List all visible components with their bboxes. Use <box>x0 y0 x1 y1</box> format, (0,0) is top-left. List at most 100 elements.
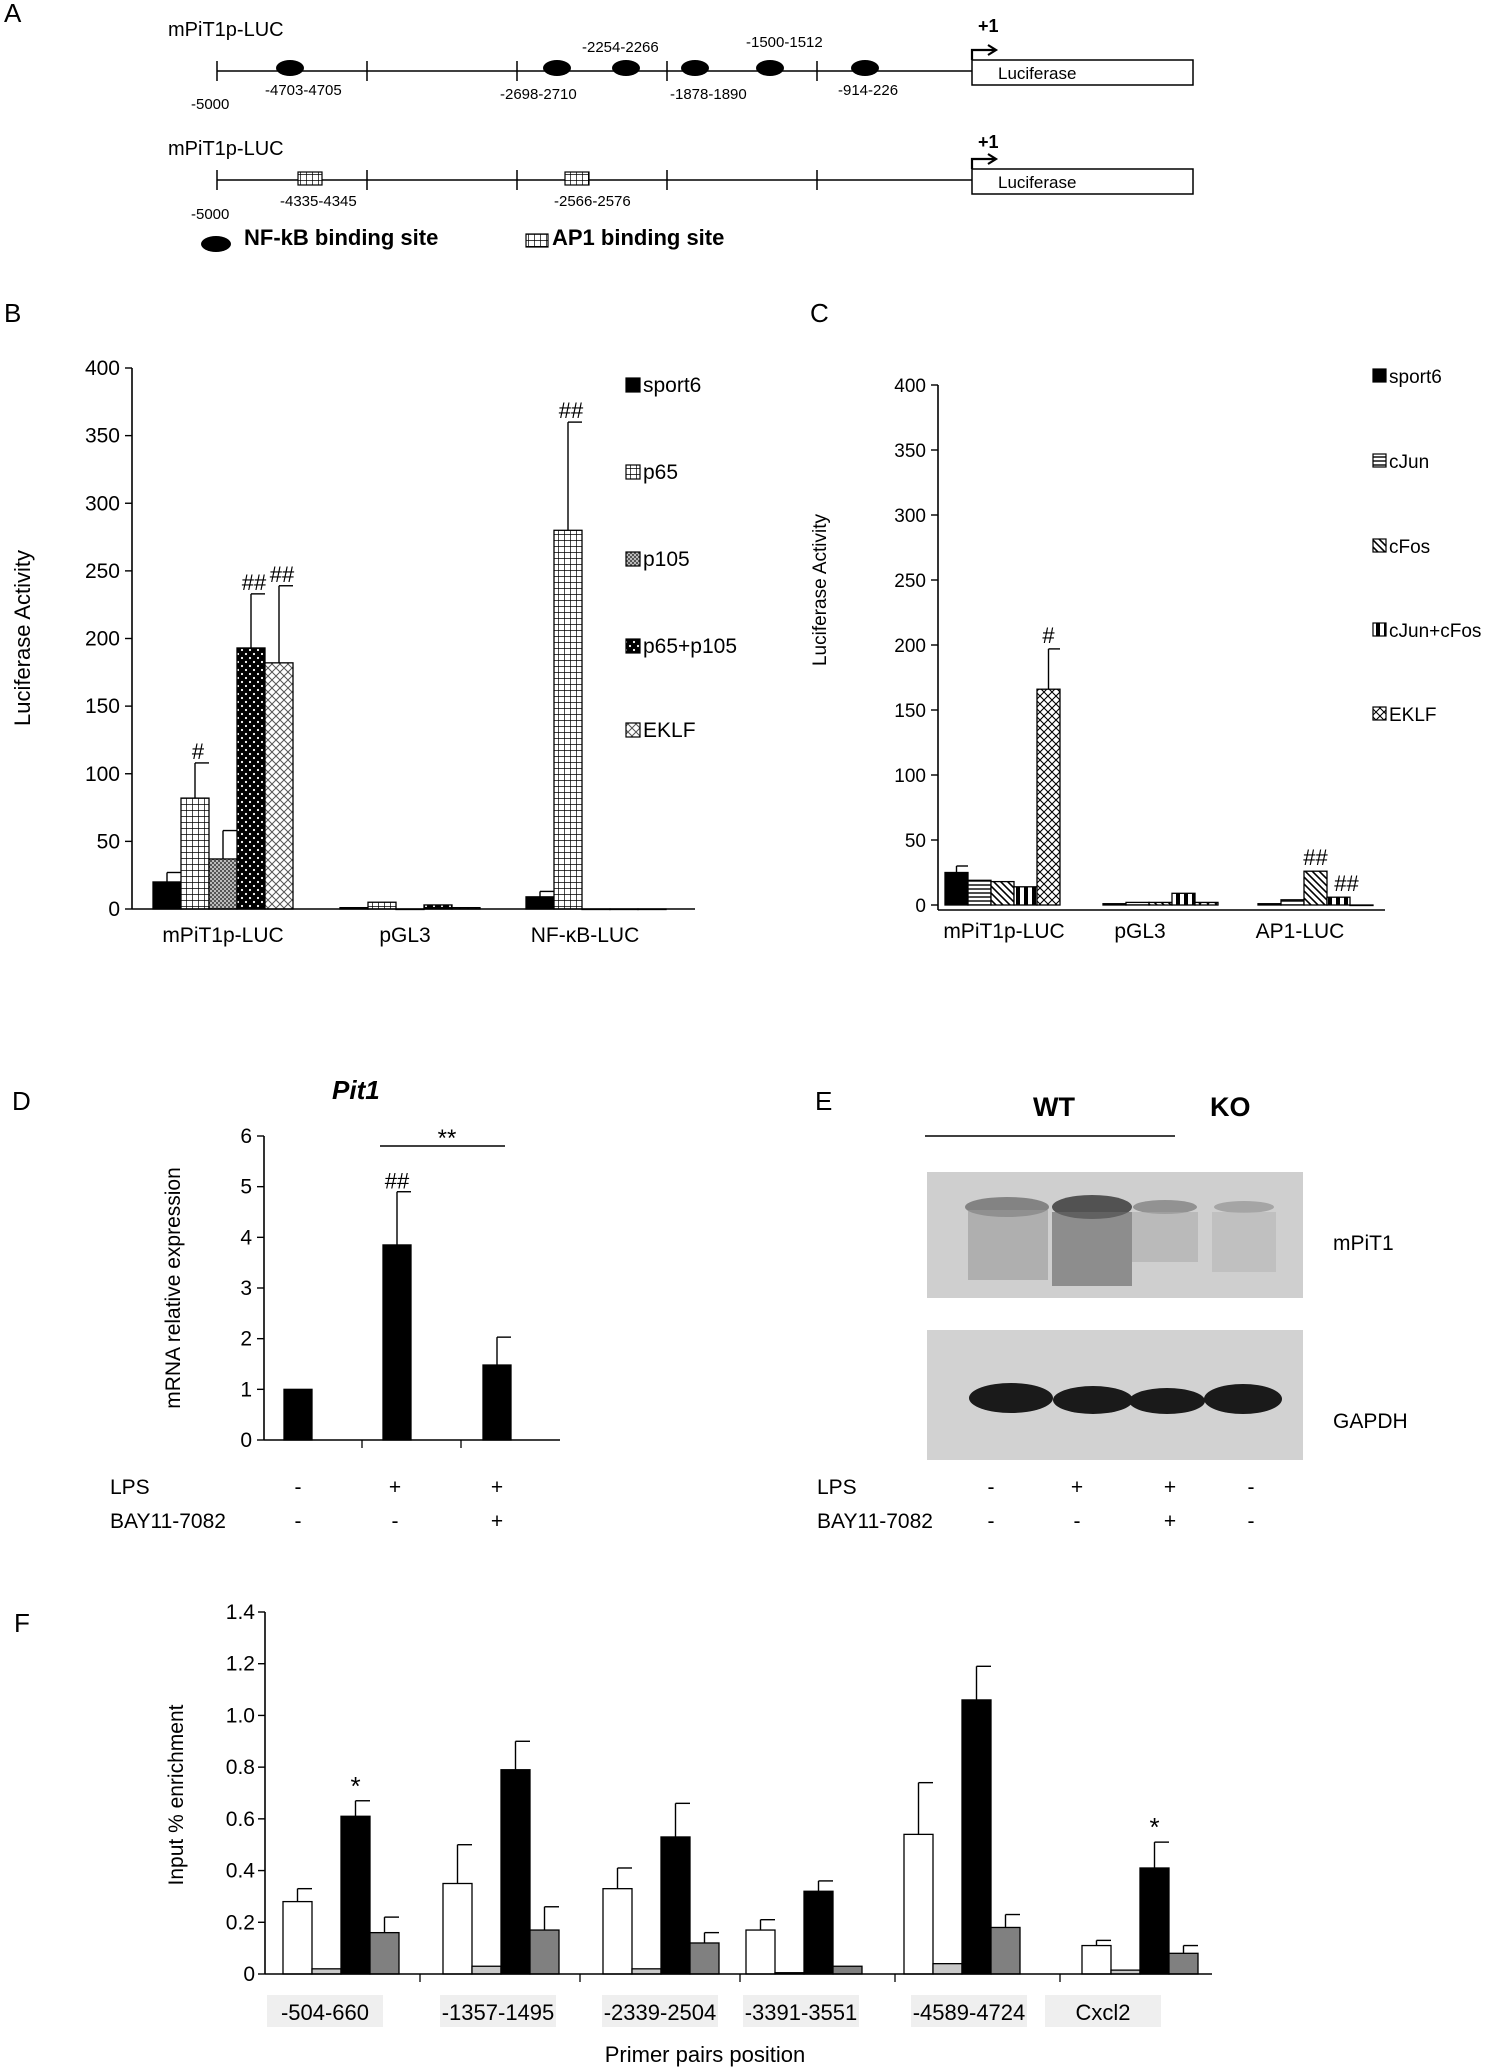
chart-d-sig: ## <box>385 1169 410 1194</box>
blot-row-label-1: BAY11-7082 <box>817 1510 933 1533</box>
chart-f-bar-4-3 <box>990 1926 1021 1975</box>
chart-f-xlabel-5: Cxcl2 <box>1075 2000 1130 2025</box>
chart-f-xlabel-bg-2 <box>602 1995 718 2027</box>
chart-d-mark-1-1: - <box>392 1510 399 1533</box>
tss-label-2: +1 <box>978 132 999 152</box>
chart-d-row-label-1: BAY11-7082 <box>110 1510 226 1533</box>
chart-d-bracket-label: ** <box>438 1125 457 1152</box>
chart-c-bar-0-0 <box>944 871 969 906</box>
chart-f-bar-4-0 <box>903 1833 934 1975</box>
chart-c-bar-0-3 <box>1013 886 1038 906</box>
chart-c-sig-2-2: ## <box>1303 845 1328 870</box>
blot-gapdh-bands <box>969 1383 1282 1414</box>
luciferase-box-2 <box>971 168 1194 195</box>
chart-c-ytick-label-3: 150 <box>894 701 926 722</box>
chart-d-bar-0 <box>283 1388 313 1441</box>
chart-d-ytick-label-2: 2 <box>240 1328 252 1351</box>
chart-f-ytick-label-0: 0 <box>243 1963 255 1986</box>
start-label-2: -5000 <box>191 206 229 223</box>
chart-d-treatment-rows: LPS - + + BAY11-7082 - - + <box>110 1476 503 1533</box>
chart-b-bar-1-1 <box>367 901 397 910</box>
ap1-site-label-1: -4335-4345 <box>280 193 357 210</box>
chart-f-bar-5-3 <box>1168 1952 1199 1975</box>
chart-b-bar-0-4 <box>264 662 294 910</box>
chart-b-ytick-label-4: 200 <box>85 628 120 651</box>
nfkb-binding-sites <box>276 60 879 76</box>
chart-f-ytick-label-6: 1.2 <box>226 1653 255 1676</box>
chart-c-ytick-label-1: 50 <box>905 831 926 852</box>
chart-f-sig-0: * <box>350 1771 360 1801</box>
luciferase-box-1 <box>971 59 1194 86</box>
chart-f-xlabel-bg-0 <box>267 1995 383 2027</box>
chart-d-bar-2 <box>482 1364 512 1441</box>
blot-mark-1-1: - <box>1074 1510 1081 1533</box>
chart-b-sig-2-1: ## <box>559 398 584 423</box>
chart-f-ytick-label-5: 1.0 <box>226 1704 255 1727</box>
chart-f-bar-2-2 <box>660 1836 691 1975</box>
luciferase-label-2: Luciferase <box>998 173 1076 192</box>
chart-b-ytick-label-2: 100 <box>85 763 120 786</box>
chart-f: 0 0.2 0.4 0.6 0.8 1.0 1.2 1.4 -504-660 -1357-149… <box>165 1601 1212 2067</box>
chart-c-bar-1-4 <box>1194 901 1219 906</box>
chart-b-legend-swatch-2 <box>625 551 641 567</box>
chart-b-legend-label-1: p65 <box>643 461 678 484</box>
chart-b-legend-swatch-3 <box>625 638 641 654</box>
construct-label-nfkb: mPiT1p-LUC <box>168 19 284 41</box>
chart-d-xticks <box>361 1440 462 1448</box>
chart-c-bars <box>944 688 1374 907</box>
chart-f-bar-1-3 <box>529 1929 560 1975</box>
chart-c-bar-2-1 <box>1280 899 1305 906</box>
band-label-gapdh: GAPDH <box>1333 1410 1408 1433</box>
chart-d: Pit1 0 1 2 3 4 5 6 ## ** LPS - + + BAY11-7082 - - + m… <box>110 1075 560 1533</box>
chart-c: 0 50 100 150 200 250 300 350 400 mPiT1p-LUC pGL3 A… <box>810 367 1481 943</box>
chart-f-bars <box>282 1699 1199 1975</box>
chart-c-legend-label-3: cJun+cFos <box>1389 621 1481 642</box>
chart-f-ytick-label-4: 0.8 <box>226 1756 255 1779</box>
chart-d-ytick-label-4: 4 <box>240 1226 252 1249</box>
chart-f-xlabel: Primer pairs position <box>605 2042 806 2067</box>
legend-nfkb-label: NF-kB binding site <box>244 225 438 250</box>
chart-c-ytick-label-0: 0 <box>915 896 926 917</box>
chart-f-ylabel: Input % enrichment <box>165 1704 188 1885</box>
chart-b-legend: sport6 p65 p105 p65+p105 EKLF <box>625 374 737 742</box>
chart-b-ytick-label-6: 300 <box>85 492 120 515</box>
tss-label-1: +1 <box>978 16 999 36</box>
chart-c-bar-2-3 <box>1326 896 1351 906</box>
site-label-4: -1878-1890 <box>670 86 747 103</box>
chart-b-ylabel: Luciferase Activity <box>10 550 35 726</box>
chart-b-ytick-label-8: 400 <box>85 357 120 380</box>
site-label-2: -2698-2710 <box>500 86 577 103</box>
chart-c-ylabel: Luciferase Activity <box>810 513 831 666</box>
chart-d-ytick-label-3: 3 <box>240 1277 252 1300</box>
blot-mark-1-0: - <box>988 1510 995 1533</box>
ko-label: KO <box>1210 1092 1251 1122</box>
ap1-binding-site-2 <box>564 171 590 186</box>
blot-mark-0-1: + <box>1071 1476 1083 1499</box>
chart-b-legend-swatch-0 <box>625 377 641 393</box>
chart-c-errors <box>955 648 1060 873</box>
chart-c-xlabel-2: AP1-LUC <box>1256 920 1345 943</box>
band-label-mpit1: mPiT1 <box>1333 1232 1394 1255</box>
chart-f-ytick-label-3: 0.6 <box>226 1808 255 1831</box>
chart-b-xlabel-0: mPiT1p-LUC <box>162 924 283 947</box>
blot-mark-1-3: - <box>1248 1510 1255 1533</box>
chart-c-bar-1-0 <box>1102 903 1127 906</box>
legend-nfkb-icon <box>201 236 231 252</box>
chart-c-legend-swatch-3 <box>1372 622 1387 637</box>
panel-label-b: B <box>4 298 21 328</box>
chart-c-bar-2-0 <box>1257 903 1282 906</box>
chart-c-legend-label-4: EKLF <box>1389 705 1437 726</box>
chart-b-xlabels: mPiT1p-LUC pGL3 NF-κB-LUC <box>162 924 639 947</box>
chart-d-mark-0-2: + <box>491 1476 503 1499</box>
chart-f-bar-3-2 <box>803 1890 834 1975</box>
chart-c-bar-0-4 <box>1036 688 1061 906</box>
chart-d-bars <box>283 1244 512 1441</box>
chart-f-bar-5-0 <box>1081 1944 1112 1975</box>
chart-d-mark-0-1: + <box>389 1476 401 1499</box>
scale-ticks-2 <box>216 170 818 190</box>
chart-b-yticks: 0 50 100 150 200 250 300 350 400 <box>85 357 132 921</box>
chart-b-axes <box>131 368 695 910</box>
chart-c-legend-swatch-2 <box>1372 538 1387 553</box>
chart-b-xlabel-2: NF-κB-LUC <box>531 924 640 947</box>
